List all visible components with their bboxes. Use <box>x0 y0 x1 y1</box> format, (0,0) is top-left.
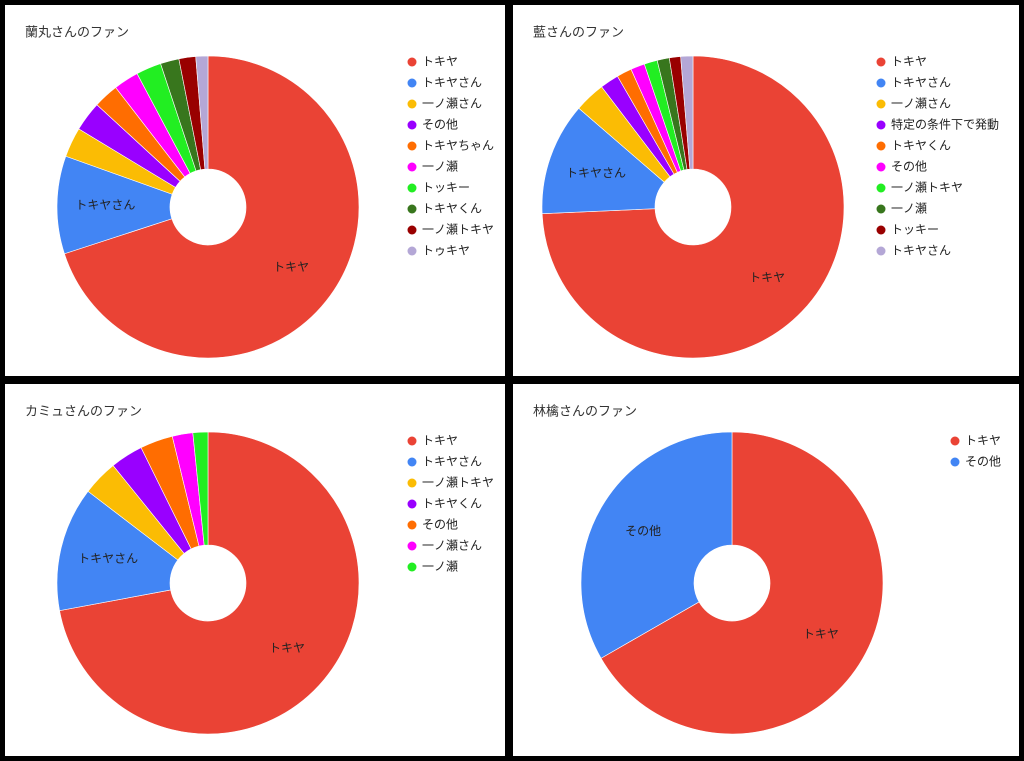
legend-label: トキヤ <box>422 55 458 69</box>
legend-label: トキヤくん <box>891 139 951 153</box>
legend-swatch <box>876 204 886 214</box>
legend-label: その他 <box>422 518 458 532</box>
slice-label: トキヤ <box>803 627 839 641</box>
pie-slice <box>195 55 209 170</box>
legend-label: トキヤさん <box>422 455 482 469</box>
legend-swatch <box>876 78 886 88</box>
pie-slice <box>56 490 179 611</box>
legend-label: トキヤさん <box>891 76 951 90</box>
legend-swatch <box>950 436 960 446</box>
legend-label: 一ノ瀬 <box>422 160 458 174</box>
legend-label: 一ノ瀬トキヤ <box>422 476 494 490</box>
legend-label: トキヤくん <box>422 497 482 511</box>
pie-slice <box>680 55 694 170</box>
legend-label: 一ノ瀬トキヤ <box>891 181 963 195</box>
chart-title: 林檎さんのファン <box>533 404 637 420</box>
legend-label: トッキー <box>891 223 939 237</box>
legend-swatch <box>407 99 417 109</box>
pie-slice <box>541 107 665 214</box>
pie-slice <box>580 431 733 659</box>
legend-swatch <box>407 457 417 467</box>
legend-label: トッキー <box>422 181 470 195</box>
legend-swatch <box>407 57 417 67</box>
legend-label: トキヤちゃん <box>422 139 494 153</box>
legend-label: 一ノ瀬トキヤ <box>422 223 494 237</box>
legend-label: トゥキヤ <box>422 244 470 258</box>
legend-swatch <box>407 225 417 235</box>
legend-swatch <box>876 141 886 151</box>
legend-swatch <box>407 183 417 193</box>
slice-label: トキヤ <box>273 260 309 274</box>
slice-label: トキヤ <box>749 270 785 284</box>
legend-swatch <box>407 246 417 256</box>
legend-label: 一ノ瀬さん <box>891 97 951 111</box>
legend-swatch <box>407 78 417 88</box>
legend-swatch <box>876 120 886 130</box>
legend-swatch <box>407 141 417 151</box>
legend-swatch <box>407 499 417 509</box>
slice-label: トキヤさん <box>75 198 135 212</box>
legend-label: その他 <box>891 160 927 174</box>
legend-swatch <box>407 562 417 572</box>
legend-label: トキヤ <box>891 55 927 69</box>
legend-swatch <box>407 436 417 446</box>
legend-swatch <box>407 204 417 214</box>
chart-title: 藍さんのファン <box>533 26 624 41</box>
legend-swatch <box>876 99 886 109</box>
legend-label: その他 <box>422 118 458 132</box>
legend-swatch <box>407 162 417 172</box>
slice-label: その他 <box>625 524 661 538</box>
chart-title: 蘭丸さんのファン <box>25 25 129 41</box>
legend-swatch <box>876 183 886 193</box>
pie-slice <box>59 431 360 735</box>
pie-slice <box>64 55 360 359</box>
legend-label: トキヤさん <box>422 76 482 90</box>
slice-label: トキヤさん <box>78 552 138 566</box>
legend-label: その他 <box>965 455 1001 469</box>
legend-swatch <box>407 478 417 488</box>
legend-label: 一ノ瀬 <box>422 560 458 574</box>
chart-panel: 蘭丸さんのファントキヤトキヤさんトキヤトキヤさん一ノ瀬さんその他トキヤちゃん一ノ… <box>5 5 505 376</box>
chart-panel: 藍さんのファントキヤトキヤさんトキヤトキヤさん一ノ瀬さん特定の条件下で発動トキヤ… <box>513 5 1019 376</box>
chart-panel: カミュさんのファントキヤトキヤさんトキヤトキヤさん一ノ瀬トキヤトキヤくんその他一… <box>5 384 505 756</box>
legend-swatch <box>876 225 886 235</box>
slice-label: トキヤ <box>269 641 305 655</box>
slice-label: トキヤさん <box>566 166 626 180</box>
pie-slice <box>192 431 209 546</box>
legend-label: 一ノ瀬 <box>891 202 927 216</box>
legend-swatch <box>876 246 886 256</box>
legend-swatch <box>407 541 417 551</box>
legend-label: トキヤさん <box>891 244 951 258</box>
legend-swatch <box>876 57 886 67</box>
pie-slice <box>56 155 173 255</box>
legend-swatch <box>407 520 417 530</box>
legend-label: 一ノ瀬さん <box>422 97 482 111</box>
pie-slice <box>600 431 884 735</box>
legend-swatch <box>876 162 886 172</box>
chart-title: カミュさんのファン <box>25 405 142 420</box>
legend-label: トキヤくん <box>422 202 482 216</box>
legend-label: 一ノ瀬さん <box>422 539 482 553</box>
legend-label: トキヤ <box>422 434 458 448</box>
pie-slice <box>541 55 845 359</box>
legend-label: 特定の条件下で発動 <box>891 117 999 132</box>
legend-swatch <box>407 120 417 130</box>
legend-swatch <box>950 457 960 467</box>
legend-label: トキヤ <box>965 434 1001 448</box>
